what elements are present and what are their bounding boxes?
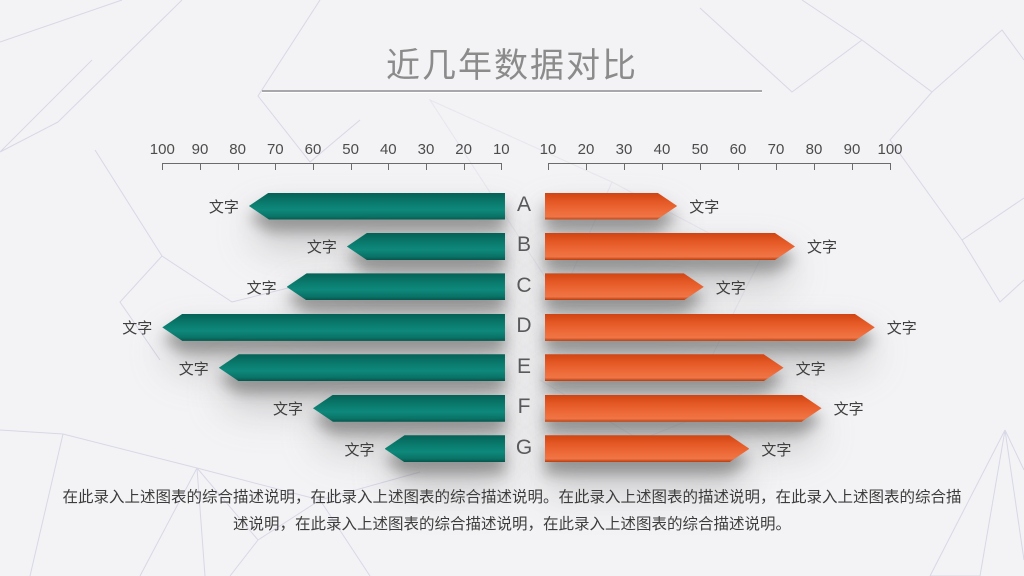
left-bar-value-label: 文字 (178, 360, 209, 378)
category-label: G (515, 435, 533, 459)
right-bar-value-label: 文字 (715, 279, 746, 297)
right-axis-tick (814, 163, 815, 170)
right-axis-tick-label: 60 (729, 141, 747, 158)
left-bar-wrap (384, 435, 505, 463)
slide-description: 在此录入上述图表的综合描述说明，在此录入上述图表的综合描述说明。在此录入上述图表… (62, 489, 962, 533)
teal-bar (384, 435, 505, 463)
left-axis-tick-label: 80 (229, 141, 246, 158)
left-bar-wrap (162, 313, 505, 341)
right-axis-tick (548, 163, 549, 170)
teal-bar (248, 192, 505, 220)
right-bar-wrap (545, 354, 784, 381)
right-axis-tick (586, 163, 587, 170)
right-axis-tick-label: 20 (577, 141, 595, 158)
left-axis-tick (312, 163, 314, 170)
right-bar-value-label: 文字 (761, 441, 792, 459)
left-bar-value-label: 文字 (208, 199, 239, 216)
left-axis-tick-label: 40 (379, 141, 397, 158)
orange-bar (545, 314, 875, 341)
left-axis-tick (425, 163, 427, 170)
left-bar-value-label: 文字 (122, 320, 153, 338)
left-bar-value-label: 文字 (246, 279, 277, 297)
left-bar-wrap (346, 232, 505, 260)
category-label: A (516, 193, 531, 216)
left-axis-line (162, 163, 502, 164)
title-underline (262, 90, 762, 93)
category-label: B (516, 233, 531, 257)
orange-bar (545, 193, 677, 220)
orange-bar (545, 273, 704, 300)
right-axis-tick-label: 70 (767, 141, 785, 158)
right-axis-tick-label: 50 (691, 141, 709, 158)
right-bar-value-label: 文字 (689, 199, 720, 216)
right-bar-value-label: 文字 (833, 401, 864, 419)
right-bar-value-label: 文字 (807, 239, 838, 257)
category-label: E (516, 354, 531, 378)
left-axis-tick (350, 163, 352, 170)
right-axis-tick (776, 163, 777, 170)
left-axis-tick-label: 70 (266, 141, 284, 158)
right-axis-line (548, 163, 890, 164)
left-axis-tick-label: 60 (304, 141, 322, 158)
left-axis-tick-label: 20 (455, 141, 472, 158)
teal-bar (218, 354, 505, 382)
category-label: C (516, 273, 532, 297)
left-axis-tick (275, 163, 277, 170)
teal-bar (286, 273, 505, 301)
right-axis-tick (700, 163, 701, 170)
right-axis-tick-label: 10 (539, 141, 557, 158)
right-bar-wrap (545, 395, 822, 422)
left-axis-tick (501, 163, 503, 170)
right-axis-tick (890, 163, 891, 170)
left-bar-value-label: 文字 (272, 401, 303, 419)
right-bar-wrap (545, 233, 795, 260)
left-bar-value-label: 文字 (306, 239, 337, 257)
right-axis-tick-label: 90 (843, 141, 861, 158)
left-axis-tick (388, 163, 390, 170)
teal-bar (162, 313, 505, 341)
left-axis-tick-label: 30 (417, 141, 435, 158)
slide-title: 近几年数据对比 (386, 47, 638, 85)
teal-bar (346, 232, 505, 260)
left-axis-tick-label: 10 (492, 141, 510, 158)
right-bar-wrap (545, 273, 704, 300)
teal-bar (312, 394, 505, 422)
right-bar-wrap (545, 435, 749, 462)
orange-bar (545, 395, 822, 422)
right-axis-tick (662, 163, 663, 170)
right-axis-tick (738, 163, 739, 170)
left-bar-wrap (218, 354, 505, 382)
left-axis-tick (237, 163, 239, 170)
right-bar-wrap (545, 193, 677, 220)
orange-bar (545, 354, 784, 381)
right-bar-value-label: 文字 (795, 360, 826, 378)
right-axis-tick-label: 30 (615, 141, 633, 158)
left-axis-tick-label: 90 (191, 141, 209, 158)
left-bar-wrap (312, 394, 505, 422)
left-axis-tick (199, 163, 201, 170)
right-axis-tick-label: 40 (653, 141, 671, 158)
left-bar-value-label: 文字 (344, 441, 375, 459)
orange-bar (545, 435, 749, 462)
left-bar-wrap (248, 192, 505, 220)
right-bar-wrap (545, 314, 875, 341)
right-axis-tick (852, 163, 853, 170)
left-axis-tick (463, 163, 465, 170)
left-bar-wrap (286, 273, 505, 301)
left-axis-tick-label: 100 (149, 141, 175, 158)
right-bar-value-label: 文字 (886, 320, 917, 338)
category-label: F (517, 395, 531, 419)
left-axis-tick-label: 50 (342, 141, 359, 158)
right-axis-tick (624, 163, 625, 170)
right-axis-tick-label: 100 (877, 141, 903, 158)
right-axis-tick-label: 80 (805, 141, 823, 158)
left-axis-tick (162, 163, 164, 170)
orange-bar (545, 233, 795, 260)
category-label: D (516, 314, 532, 338)
